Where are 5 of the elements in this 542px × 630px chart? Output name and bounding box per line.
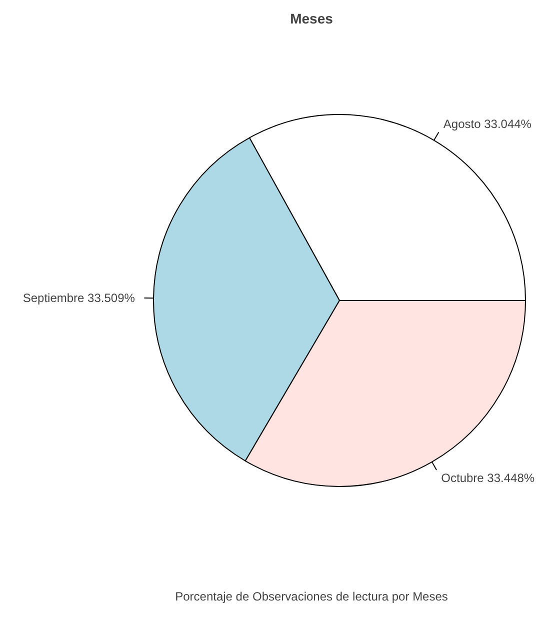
slice-label: Agosto 33.044% [443, 117, 532, 132]
slice-label: Octubre 33.448% [441, 471, 535, 486]
text: Porcentaje de Observaciones de lectura por Meses [175, 590, 448, 604]
chart-title: Meses [290, 10, 334, 26]
slice-label: Septiembre 33.509% [22, 290, 136, 305]
